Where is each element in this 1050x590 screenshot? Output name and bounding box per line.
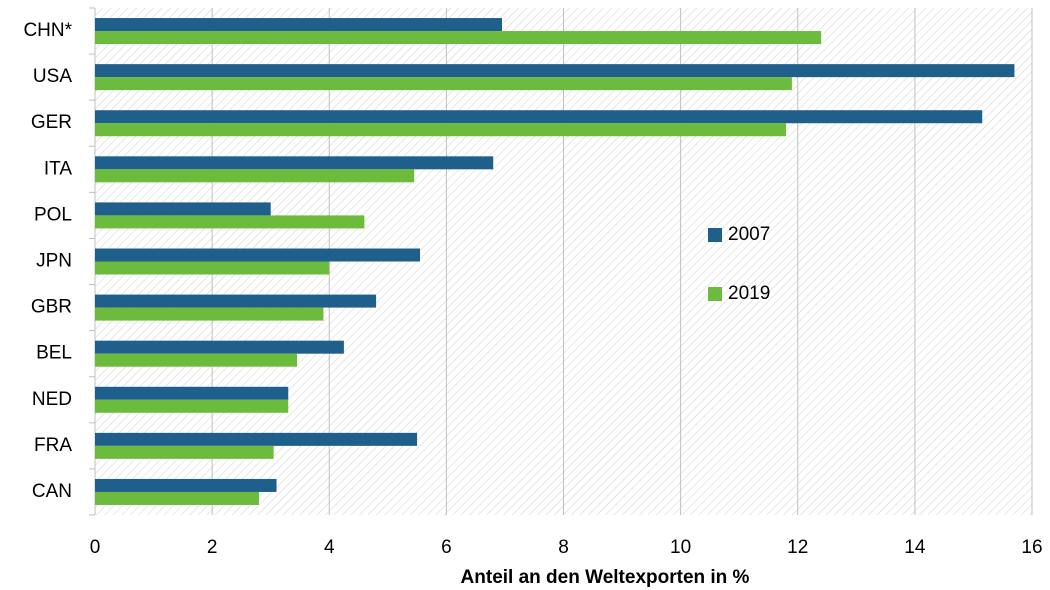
bar: [95, 432, 418, 446]
bar: [95, 248, 421, 262]
bar: [95, 261, 330, 275]
bar: [95, 64, 1015, 78]
y-tick-label: GER: [31, 112, 72, 133]
legend-label: 2019: [728, 283, 770, 304]
bar: [95, 340, 344, 354]
bar: [95, 353, 298, 367]
y-tick-label: FRA: [34, 435, 72, 456]
y-tick-label: ITA: [44, 158, 72, 179]
bar: [95, 110, 983, 124]
bar: [95, 491, 259, 505]
bar: [95, 399, 289, 413]
y-tick-label: USA: [33, 66, 72, 87]
bar: [95, 294, 377, 308]
y-tick-label: CAN: [32, 481, 72, 502]
bar: [95, 478, 277, 492]
bar: [95, 156, 494, 170]
bar: [95, 18, 503, 32]
y-tick-label: BEL: [36, 343, 72, 364]
x-axis-title: Anteil an den Weltexporten in %: [461, 567, 750, 588]
bar: [95, 77, 792, 91]
bar: [95, 386, 289, 400]
bar: [95, 307, 324, 321]
legend-label: 2007: [728, 224, 770, 245]
x-tick-label: 4: [324, 537, 335, 558]
y-tick-label: GBR: [31, 297, 72, 318]
y-tick-label: POL: [34, 204, 72, 225]
bar: [95, 123, 787, 137]
bar: [95, 215, 365, 229]
x-tick-label: 12: [787, 537, 808, 558]
x-tick-label: 6: [441, 537, 452, 558]
x-tick-label: 2: [207, 537, 218, 558]
y-tick-label: NED: [32, 389, 72, 410]
legend-swatch: [708, 287, 722, 301]
x-tick-label: 0: [90, 537, 101, 558]
x-tick-label: 16: [1021, 537, 1042, 558]
y-tick-label: CHN*: [23, 20, 72, 41]
bar: [95, 31, 822, 45]
y-tick-label: JPN: [36, 251, 72, 272]
x-tick-label: 8: [558, 537, 569, 558]
x-tick-label: 14: [904, 537, 926, 558]
bar: [95, 445, 274, 459]
legend-swatch: [708, 228, 722, 242]
bar: [95, 202, 271, 216]
bar: [95, 169, 415, 183]
x-tick-label: 10: [670, 537, 691, 558]
